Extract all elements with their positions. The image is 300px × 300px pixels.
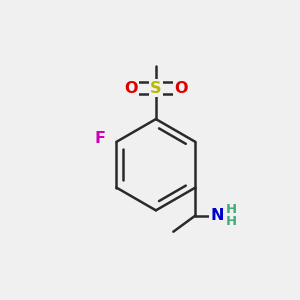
Text: O: O	[174, 81, 188, 96]
Text: O: O	[124, 81, 138, 96]
Text: N: N	[211, 208, 224, 223]
Text: H: H	[226, 202, 237, 215]
Text: S: S	[150, 81, 162, 96]
Text: H: H	[226, 215, 237, 229]
Text: F: F	[95, 131, 106, 146]
